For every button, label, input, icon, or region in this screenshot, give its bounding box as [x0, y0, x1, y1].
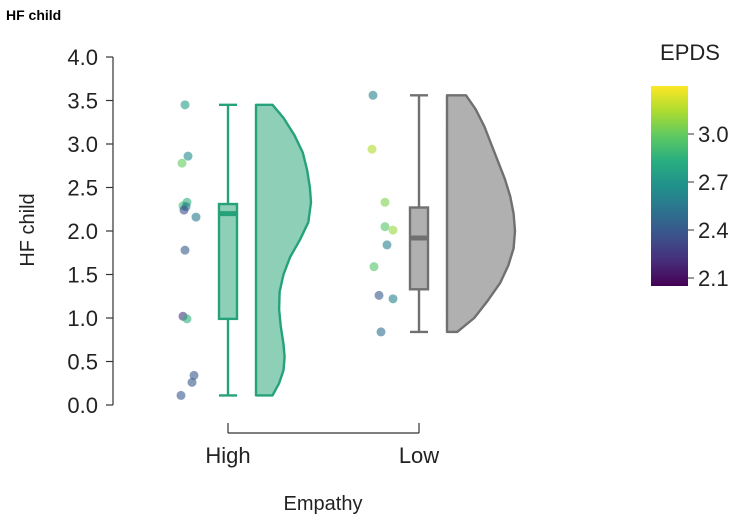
data-point — [182, 314, 192, 324]
data-point — [183, 151, 193, 161]
half-violin — [254, 103, 313, 397]
plot-area — [176, 90, 517, 400]
data-point — [189, 370, 199, 380]
data-point — [388, 225, 398, 235]
data-point — [388, 294, 398, 304]
y-axis: 0.0 0.5 1.0 1.5 2.0 2.5 3.0 3.5 4.0 — [67, 45, 114, 418]
colorbar-tick-label: 2.4 — [698, 218, 729, 243]
y-tick-label: 1.0 — [67, 306, 98, 331]
chart-title: HF child — [6, 7, 61, 23]
y-tick-label: 0.0 — [67, 393, 98, 418]
data-point — [374, 290, 384, 300]
x-tick-label-low: Low — [399, 443, 439, 468]
data-point — [368, 90, 378, 100]
data-point — [179, 205, 189, 215]
x-axis: High Low — [205, 423, 439, 468]
y-tick-label: 4.0 — [67, 45, 98, 70]
colorbar-gradient — [651, 86, 688, 286]
data-point — [367, 144, 377, 154]
data-point — [376, 327, 386, 337]
box-iqr — [217, 202, 239, 321]
data-point — [380, 222, 390, 232]
colorbar-title: EPDS — [660, 40, 720, 65]
epds-colorbar: EPDS 2.1 2.4 2.7 3.0 — [651, 40, 729, 291]
y-axis-label: HF child — [17, 193, 39, 266]
y-tick-label: 1.5 — [67, 263, 98, 288]
data-point — [177, 158, 187, 168]
y-tick-label: 3.0 — [67, 132, 98, 157]
colorbar-ticks: 2.1 2.4 2.7 3.0 — [688, 122, 729, 291]
y-tick-label: 0.5 — [67, 350, 98, 375]
x-tick-label-high: High — [205, 443, 250, 468]
group-low — [367, 90, 517, 337]
y-tick-label: 2.5 — [67, 176, 98, 201]
data-point — [187, 377, 197, 387]
data-point — [180, 245, 190, 255]
half-violin — [445, 94, 517, 334]
colorbar-tick-label: 2.1 — [698, 266, 729, 291]
data-point — [176, 390, 186, 400]
y-tick-label: 3.5 — [67, 89, 98, 114]
data-point — [191, 212, 201, 222]
data-point — [369, 262, 379, 272]
group-high — [176, 100, 313, 400]
box-iqr — [408, 206, 430, 291]
colorbar-tick-label: 2.7 — [698, 170, 729, 195]
data-point — [180, 100, 190, 110]
colorbar-tick-label: 3.0 — [698, 122, 729, 147]
y-tick-label: 2.0 — [67, 219, 98, 244]
x-axis-label: Empathy — [284, 493, 363, 515]
data-point — [382, 240, 392, 250]
data-point — [380, 197, 390, 207]
